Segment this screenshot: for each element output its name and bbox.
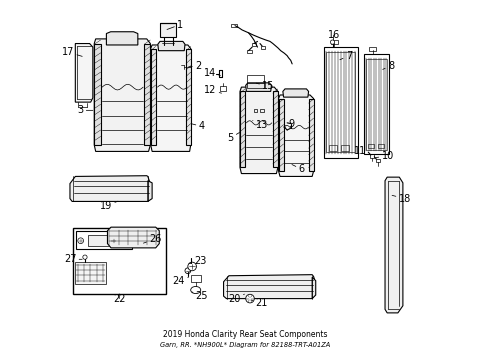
Text: 4: 4 [192, 121, 205, 131]
Text: 3: 3 [77, 105, 93, 115]
Circle shape [188, 262, 196, 271]
Text: 2019 Honda Clarity Rear Seat Components: 2019 Honda Clarity Rear Seat Components [163, 330, 327, 339]
Bar [262, 46, 265, 49]
Text: 10: 10 [376, 151, 393, 161]
Text: 19: 19 [100, 201, 118, 211]
Bar [73, 228, 166, 294]
Text: 8: 8 [383, 61, 394, 71]
Polygon shape [70, 176, 150, 202]
Bar [231, 23, 237, 27]
Text: 22: 22 [113, 294, 125, 303]
Polygon shape [186, 49, 191, 145]
Polygon shape [279, 99, 284, 171]
Bar [331, 40, 338, 44]
Polygon shape [75, 44, 93, 102]
Bar [247, 75, 264, 88]
Bar [329, 145, 337, 151]
Ellipse shape [191, 287, 201, 294]
Polygon shape [309, 99, 314, 171]
Bar [370, 154, 374, 158]
Polygon shape [279, 95, 314, 176]
Circle shape [245, 294, 254, 303]
Text: 16: 16 [327, 30, 340, 40]
Bar [364, 54, 390, 154]
Text: 17: 17 [62, 47, 82, 57]
Circle shape [78, 238, 83, 244]
Polygon shape [107, 227, 159, 248]
Polygon shape [240, 91, 245, 167]
Polygon shape [283, 89, 309, 97]
Text: 24: 24 [172, 276, 189, 286]
Text: 27: 27 [64, 254, 82, 264]
Text: 26: 26 [144, 234, 162, 244]
Polygon shape [106, 32, 138, 45]
Text: 9: 9 [285, 118, 294, 129]
Text: 5: 5 [227, 132, 240, 143]
Circle shape [83, 255, 87, 259]
Text: 13: 13 [253, 120, 268, 130]
Text: 25: 25 [192, 291, 208, 301]
Bar [368, 144, 374, 148]
Bar [184, 64, 192, 69]
Polygon shape [240, 87, 278, 174]
Polygon shape [94, 44, 100, 145]
Text: 20: 20 [228, 294, 245, 303]
Text: 14: 14 [203, 68, 220, 78]
Bar [378, 144, 384, 148]
Bar [247, 50, 252, 53]
Text: 2: 2 [189, 61, 201, 71]
Polygon shape [273, 91, 278, 167]
Text: 15: 15 [256, 81, 274, 91]
Text: 12: 12 [204, 85, 221, 95]
Polygon shape [223, 275, 315, 298]
Polygon shape [151, 45, 191, 152]
Text: 18: 18 [392, 194, 411, 203]
Bar [76, 231, 132, 249]
Bar [252, 43, 256, 46]
Circle shape [185, 268, 191, 274]
Text: 7: 7 [340, 51, 352, 61]
Text: Garn, RR. *NH900L* Diagram for 82188-TRT-A01ZA: Garn, RR. *NH900L* Diagram for 82188-TRT… [160, 342, 330, 348]
Bar [191, 275, 201, 282]
Polygon shape [144, 44, 150, 145]
Polygon shape [148, 181, 152, 202]
Text: 21: 21 [251, 298, 268, 308]
Text: 1: 1 [167, 19, 183, 30]
Text: 11: 11 [354, 146, 369, 156]
Polygon shape [385, 177, 403, 313]
Polygon shape [158, 41, 185, 51]
Bar [369, 47, 376, 51]
Bar [376, 158, 380, 162]
Text: 23: 23 [189, 256, 207, 266]
Text: 6: 6 [292, 164, 305, 174]
Polygon shape [160, 23, 176, 37]
Bar [220, 86, 226, 91]
Polygon shape [245, 83, 271, 91]
Circle shape [111, 238, 117, 244]
Bar [88, 235, 109, 246]
Bar [75, 262, 106, 284]
Polygon shape [151, 49, 156, 145]
Bar [366, 59, 387, 150]
Circle shape [330, 40, 335, 44]
Polygon shape [94, 39, 150, 152]
Bar [323, 47, 358, 158]
Bar [260, 109, 264, 112]
Bar [326, 53, 355, 153]
Bar [342, 145, 349, 151]
Polygon shape [312, 277, 316, 298]
Bar [253, 109, 257, 112]
